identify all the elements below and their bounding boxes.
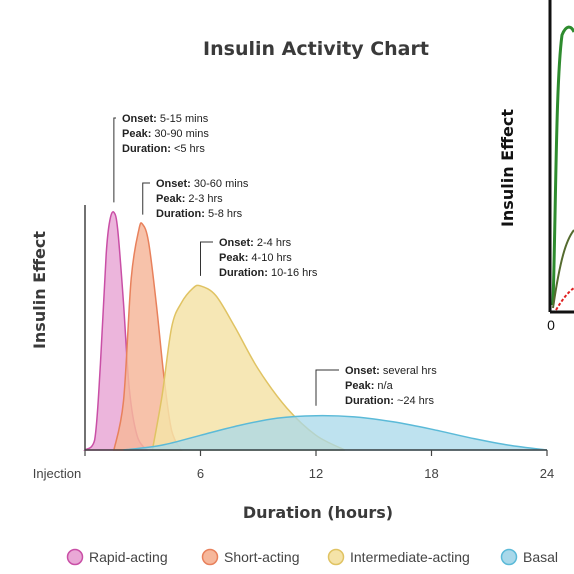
annotation-leader-line xyxy=(113,117,116,203)
annotation-text: Onset: 2-4 hrs xyxy=(219,237,292,249)
legend-label: Rapid-acting xyxy=(89,549,168,565)
legend-label: Basal xyxy=(523,549,558,565)
series-area-basal xyxy=(123,414,548,451)
series-area-intermediate-acting xyxy=(151,284,346,451)
annotation-leader-line xyxy=(315,369,339,406)
annotation-text: Peak: 4-10 hrs xyxy=(219,252,292,264)
inset-olive-curve xyxy=(552,229,574,309)
annotation-text: Onset: several hrs xyxy=(345,365,437,377)
legend-label: Intermediate-acting xyxy=(350,549,470,565)
annotation-text: Duration: <5 hrs xyxy=(122,143,205,155)
inset-y-label: Insulin Effect xyxy=(498,109,517,227)
legend-swatch xyxy=(327,548,345,566)
inset-chart: Insulin Effect 0 xyxy=(498,0,574,333)
legend-swatch xyxy=(500,548,518,566)
series-areas xyxy=(83,211,548,451)
annotation-text: Onset: 5-15 mins xyxy=(122,113,209,125)
x-axis-label: Duration (hours) xyxy=(243,503,393,522)
chart-title: Insulin Activity Chart xyxy=(203,38,429,60)
annotation-text: Onset: 30-60 mins xyxy=(156,178,249,190)
y-axis-label: Insulin Effect xyxy=(30,231,49,349)
annotation-text: Duration: 5-8 hrs xyxy=(156,208,243,220)
annotation-text: Peak: 2-3 hrs xyxy=(156,193,223,205)
annotations: Onset: 5-15 mins Peak: 30-90 mins Duration… xyxy=(113,113,437,407)
annotation-text: Peak: n/a xyxy=(345,380,394,392)
annotation-text: Duration: 10-16 hrs xyxy=(219,267,318,279)
x-tick-label: Injection xyxy=(33,466,81,481)
annotation-text: Duration: ~24 hrs xyxy=(345,395,434,407)
x-tick-label: 6 xyxy=(197,466,204,481)
inset-red-curve xyxy=(555,287,574,311)
x-tick-label: 12 xyxy=(309,466,323,481)
x-tick-label: 18 xyxy=(424,466,438,481)
x-tick-label: 24 xyxy=(540,466,554,481)
legend-swatch xyxy=(201,548,219,566)
inset-x-tick: 0 xyxy=(547,317,555,333)
x-ticks: Injection 6 12 18 24 xyxy=(33,450,554,481)
annotation-leader-line xyxy=(200,241,213,276)
legend: Rapid-acting Short-acting Intermediate-act… xyxy=(66,548,558,566)
annotation-leader-line xyxy=(142,182,150,215)
inset-green-curve xyxy=(551,25,574,306)
legend-swatch xyxy=(66,548,84,566)
annotation-text: Peak: 30-90 mins xyxy=(122,128,209,140)
legend-label: Short-acting xyxy=(224,549,299,565)
